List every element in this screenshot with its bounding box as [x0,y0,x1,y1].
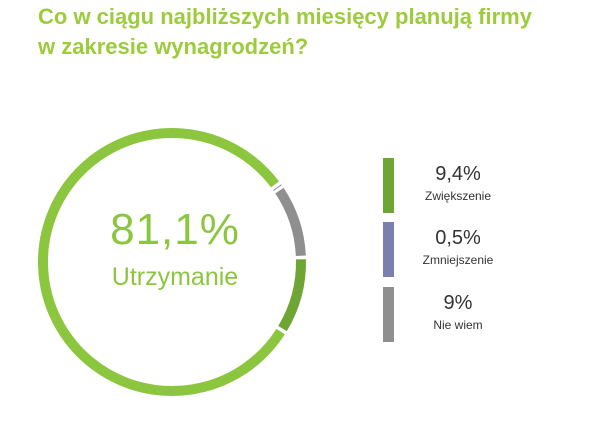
segment-nie-wiem [275,187,306,257]
legend-value-decrease: 0,5% [435,227,481,249]
center-value: 81,1% [110,205,240,254]
center-label: Utrzymanie [111,263,239,291]
legend-item-dont-know: 9% Nie wiem [383,287,533,343]
legend-label-increase: Zwiększenie [424,189,492,203]
chart-title-line-2: w zakresie wynagrodzeń? [38,34,309,59]
legend-swatch-increase [383,158,394,213]
legend-swatch-dont-know [383,287,394,342]
legend-item-decrease: 0,5% Zmniejszenie [383,222,533,278]
legend-value-dont-know: 9% [443,292,473,314]
segment-utrzymanie [38,128,285,396]
legend-item-increase: 9,4% Zwiększenie [383,158,533,214]
segment-zmniejszenie [273,184,282,191]
legend-label-decrease: Zmniejszenie [422,253,494,267]
chart-title-line-1: Co w ciągu najbliższych miesięcy planują… [38,4,532,29]
legend-swatch-decrease [383,222,394,277]
legend-label-dont-know: Nie wiem [433,318,483,332]
chart-title: Co w ciągu najbliższych miesięcy planują… [38,2,583,62]
segment-zwiekszenie [278,259,306,332]
legend-value-increase: 9,4% [435,163,481,185]
